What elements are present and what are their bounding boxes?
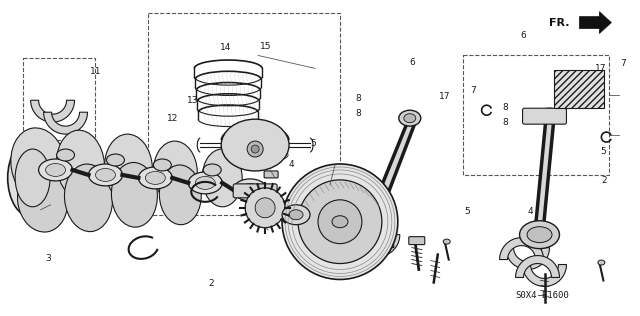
Polygon shape	[350, 226, 394, 248]
Text: 7: 7	[620, 59, 626, 68]
Polygon shape	[500, 238, 543, 259]
Polygon shape	[356, 235, 400, 257]
FancyBboxPatch shape	[554, 70, 604, 108]
Ellipse shape	[104, 134, 152, 202]
Text: 2: 2	[209, 279, 214, 288]
Ellipse shape	[520, 221, 559, 249]
Ellipse shape	[195, 176, 215, 189]
Text: 9: 9	[33, 133, 38, 142]
Text: 8: 8	[355, 94, 361, 103]
Circle shape	[298, 180, 382, 264]
Circle shape	[255, 198, 275, 218]
Ellipse shape	[65, 164, 113, 232]
Polygon shape	[44, 112, 88, 134]
Polygon shape	[522, 261, 566, 286]
Ellipse shape	[404, 114, 416, 123]
Circle shape	[318, 200, 362, 244]
Ellipse shape	[154, 159, 172, 171]
Circle shape	[251, 145, 259, 153]
Text: 11: 11	[90, 67, 101, 76]
Text: 16: 16	[169, 171, 180, 180]
Polygon shape	[506, 248, 550, 270]
Text: 17: 17	[439, 92, 451, 101]
Text: S0X4-E1600: S0X4-E1600	[516, 291, 570, 300]
Text: 4: 4	[289, 160, 294, 169]
Ellipse shape	[282, 205, 310, 225]
Text: 8: 8	[355, 109, 361, 118]
FancyBboxPatch shape	[264, 171, 278, 178]
Ellipse shape	[159, 165, 201, 225]
Ellipse shape	[332, 216, 348, 228]
Text: 5: 5	[236, 171, 242, 180]
Ellipse shape	[95, 168, 115, 181]
Ellipse shape	[354, 206, 396, 234]
Circle shape	[245, 188, 285, 228]
Text: 4: 4	[528, 207, 534, 216]
Ellipse shape	[444, 239, 450, 244]
Polygon shape	[579, 12, 611, 33]
Text: 8: 8	[502, 103, 508, 112]
Ellipse shape	[202, 149, 242, 207]
Ellipse shape	[154, 141, 197, 203]
Ellipse shape	[188, 172, 222, 194]
FancyBboxPatch shape	[522, 108, 566, 124]
Ellipse shape	[204, 164, 221, 176]
FancyBboxPatch shape	[409, 237, 425, 245]
Ellipse shape	[38, 159, 72, 181]
Ellipse shape	[8, 138, 58, 218]
Text: 1: 1	[326, 183, 332, 192]
Bar	[148, 13, 340, 215]
Ellipse shape	[17, 167, 68, 232]
Text: 17: 17	[595, 64, 607, 73]
Polygon shape	[536, 123, 554, 227]
Text: 5: 5	[600, 147, 606, 156]
Ellipse shape	[289, 210, 303, 220]
Text: 15: 15	[260, 42, 271, 51]
Ellipse shape	[399, 110, 420, 126]
Circle shape	[247, 141, 263, 157]
Ellipse shape	[15, 149, 50, 207]
Ellipse shape	[56, 149, 74, 161]
Bar	[463, 55, 609, 175]
Ellipse shape	[88, 164, 122, 186]
Ellipse shape	[540, 108, 559, 122]
Ellipse shape	[145, 172, 165, 184]
Polygon shape	[370, 126, 414, 215]
Text: 8: 8	[502, 118, 508, 127]
Bar	[22, 58, 95, 140]
Polygon shape	[516, 256, 559, 277]
Ellipse shape	[138, 167, 172, 189]
Ellipse shape	[527, 227, 552, 243]
Ellipse shape	[221, 119, 289, 171]
Text: 2: 2	[602, 175, 607, 185]
Text: 5: 5	[311, 139, 317, 148]
Ellipse shape	[111, 162, 157, 227]
Ellipse shape	[11, 128, 67, 202]
FancyBboxPatch shape	[233, 184, 277, 198]
Polygon shape	[31, 100, 74, 122]
Ellipse shape	[106, 154, 124, 166]
Circle shape	[282, 164, 398, 279]
Text: 7: 7	[470, 86, 476, 95]
Text: 6: 6	[520, 31, 526, 40]
Text: 5: 5	[464, 207, 470, 216]
Text: FR.: FR.	[549, 18, 570, 27]
Ellipse shape	[598, 260, 605, 265]
Ellipse shape	[45, 163, 65, 176]
Ellipse shape	[56, 130, 104, 200]
Ellipse shape	[233, 179, 267, 201]
Text: 6: 6	[410, 58, 415, 68]
Ellipse shape	[240, 183, 260, 196]
Ellipse shape	[362, 212, 388, 228]
Text: 13: 13	[186, 96, 198, 105]
Text: 12: 12	[168, 114, 179, 123]
Text: 10: 10	[125, 204, 136, 213]
Text: 14: 14	[220, 43, 232, 52]
Text: 3: 3	[45, 254, 51, 263]
